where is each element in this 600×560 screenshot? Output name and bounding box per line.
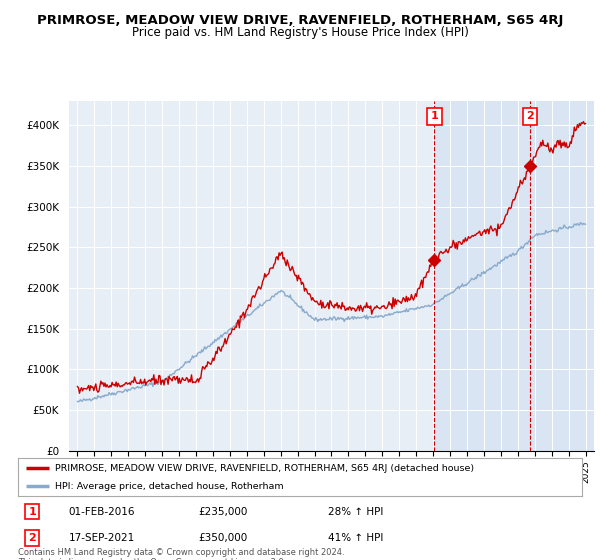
Text: £235,000: £235,000 [199,507,248,517]
Text: 2: 2 [526,111,534,122]
Text: 1: 1 [431,111,439,122]
Text: 01-FEB-2016: 01-FEB-2016 [69,507,135,517]
Text: 17-SEP-2021: 17-SEP-2021 [69,533,135,543]
Text: 1: 1 [28,507,36,517]
Text: Contains HM Land Registry data © Crown copyright and database right 2024.
This d: Contains HM Land Registry data © Crown c… [18,548,344,560]
Text: HPI: Average price, detached house, Rotherham: HPI: Average price, detached house, Roth… [55,482,283,491]
Text: 41% ↑ HPI: 41% ↑ HPI [328,533,383,543]
Text: £350,000: £350,000 [199,533,248,543]
Text: PRIMROSE, MEADOW VIEW DRIVE, RAVENFIELD, ROTHERHAM, S65 4RJ (detached house): PRIMROSE, MEADOW VIEW DRIVE, RAVENFIELD,… [55,464,474,473]
Bar [434,101,594,451]
Text: Price paid vs. HM Land Registry's House Price Index (HPI): Price paid vs. HM Land Registry's House … [131,26,469,39]
Text: PRIMROSE, MEADOW VIEW DRIVE, RAVENFIELD, ROTHERHAM, S65 4RJ: PRIMROSE, MEADOW VIEW DRIVE, RAVENFIELD,… [37,14,563,27]
Text: 28% ↑ HPI: 28% ↑ HPI [328,507,383,517]
Text: 2: 2 [28,533,36,543]
